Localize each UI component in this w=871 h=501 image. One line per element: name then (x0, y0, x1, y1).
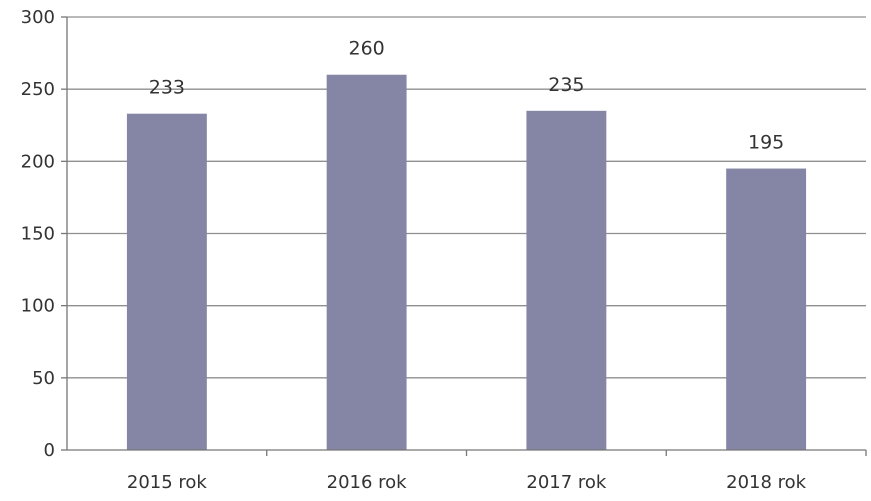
data-label: 195 (748, 132, 784, 154)
x-tick-label: 2016 rok (327, 472, 408, 493)
bars (126, 74, 807, 451)
y-tick-label: 0 (44, 440, 55, 461)
x-tick-label: 2017 rok (526, 472, 607, 493)
bar-2016-rok (326, 74, 407, 450)
data-label: 260 (348, 38, 384, 60)
data-label: 233 (149, 77, 185, 99)
y-tick-label: 200 (21, 151, 55, 172)
x-tick-label: 2018 rok (726, 472, 807, 493)
labels: 0 50 100 150 200 250 300 2015 rok 233 2016 rok 260… (21, 7, 807, 493)
axes (61, 16, 867, 456)
y-tick-label: 300 (21, 7, 55, 28)
bar-2018-rok (726, 168, 807, 451)
y-tick-label: 250 (21, 79, 55, 100)
y-tick-label: 150 (21, 224, 55, 245)
data-label: 235 (548, 74, 584, 96)
x-tick-label: 2015 rok (127, 472, 208, 493)
bar-2017-rok (526, 110, 607, 451)
y-tick-label: 50 (32, 368, 55, 389)
bar-2015-rok (126, 113, 207, 450)
y-tick-label: 100 (21, 296, 55, 317)
